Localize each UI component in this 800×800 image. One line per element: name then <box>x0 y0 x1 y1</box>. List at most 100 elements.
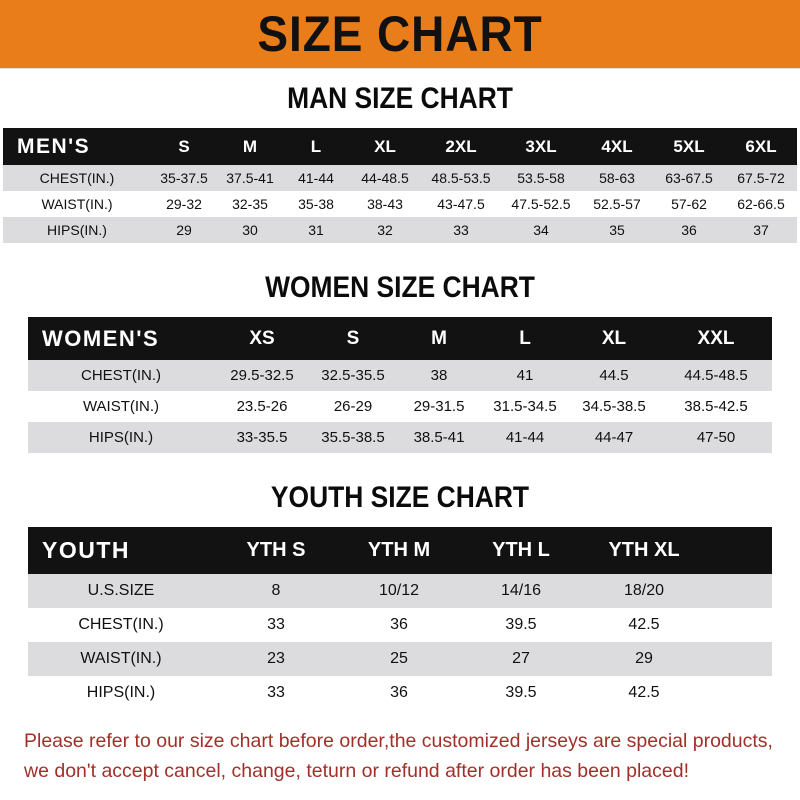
cell: 37.5-41 <box>226 170 274 186</box>
cell-empty <box>706 676 772 710</box>
youth-col-header: YTH XL <box>608 539 680 561</box>
youth-col-header-empty <box>706 527 772 574</box>
spacer-men-women <box>0 243 800 273</box>
spacer-man-title <box>0 114 800 128</box>
men-col-header: 4XL <box>601 136 633 156</box>
row-label: WAIST(IN.) <box>41 196 113 212</box>
cell: 41 <box>516 367 534 384</box>
cell: 44.5-48.5 <box>684 367 748 384</box>
cell: 38.5-41 <box>413 429 465 446</box>
cell: 29 <box>176 222 192 238</box>
cell-empty <box>706 574 772 608</box>
cell: 35.5-38.5 <box>321 429 385 446</box>
men-size-table: MEN'S S M L XL 2XL 3XL 4XL 5XL 6XL CHEST… <box>3 128 797 243</box>
men-col-header: XL <box>374 136 396 156</box>
women-col-header: M <box>431 327 447 349</box>
men-col-header: 5XL <box>673 136 705 156</box>
cell: 35 <box>609 222 625 238</box>
cell: 39.5 <box>505 684 537 701</box>
cell: 52.5-57 <box>593 196 641 212</box>
cell: 42.5 <box>628 616 660 633</box>
cell: 35-37.5 <box>160 170 208 186</box>
cell: 67.5-72 <box>737 170 785 186</box>
row-label: HIPS(IN.) <box>86 684 156 701</box>
note-line-1: Please refer to our size chart before or… <box>24 730 773 752</box>
cell: 37 <box>753 222 769 238</box>
row-label: CHEST(IN.) <box>78 616 164 633</box>
table-row: CHEST(IN.) 35-37.5 37.5-41 41-44 44-48.5… <box>3 165 797 191</box>
cell: 32.5-35.5 <box>321 367 385 384</box>
women-table-body: CHEST(IN.) 29.5-32.5 32.5-35.5 38 41 44.… <box>28 360 772 453</box>
men-corner-label: MEN'S <box>17 134 91 158</box>
men-col-header: 2XL <box>445 136 477 156</box>
cell: 44-48.5 <box>361 170 409 186</box>
cell: 53.5-58 <box>517 170 565 186</box>
youth-col-header: YTH L <box>492 539 550 561</box>
cell: 33 <box>453 222 469 238</box>
men-table-body: CHEST(IN.) 35-37.5 37.5-41 41-44 44-48.5… <box>3 165 797 243</box>
cell: 36 <box>390 616 408 633</box>
cell: 63-67.5 <box>665 170 713 186</box>
youth-table-header: YOUTH YTH S YTH M YTH L YTH XL <box>28 527 772 574</box>
cell: 29 <box>635 650 653 667</box>
row-label: CHEST(IN.) <box>81 367 161 384</box>
cell: 23 <box>267 650 285 667</box>
cell: 27 <box>512 650 530 667</box>
cell: 44-47 <box>594 429 634 446</box>
cell: 47-50 <box>696 429 736 446</box>
cell: 36 <box>390 684 408 701</box>
page-banner: SIZE CHART <box>0 0 800 68</box>
women-col-header: XL <box>601 327 627 349</box>
men-col-header: S <box>178 136 190 156</box>
women-corner-label: WOMEN'S <box>42 325 160 351</box>
cell: 26-29 <box>333 398 373 415</box>
cell: 30 <box>242 222 258 238</box>
cell: 42.5 <box>628 684 660 701</box>
cell: 38.5-42.5 <box>684 398 748 415</box>
men-header-row: MEN'S S M L XL 2XL 3XL 4XL 5XL 6XL <box>3 128 797 165</box>
table-row: WAIST(IN.) 23 25 27 29 <box>28 642 772 676</box>
order-policy-note: Please refer to our size chart before or… <box>24 710 776 786</box>
cell: 25 <box>390 650 408 667</box>
spacer-women-title <box>0 303 800 317</box>
cell: 32-35 <box>232 196 268 212</box>
table-row: HIPS(IN.) 33 36 39.5 42.5 <box>28 676 772 710</box>
cell: 48.5-53.5 <box>431 170 491 186</box>
cell: 47.5-52.5 <box>511 196 571 212</box>
cell-empty <box>706 608 772 642</box>
cell: 62-66.5 <box>737 196 785 212</box>
row-label: U.S.SIZE <box>87 582 155 599</box>
cell: 18/20 <box>623 582 665 599</box>
youth-size-table: YOUTH YTH S YTH M YTH L YTH XL U.S.SIZE … <box>28 527 772 710</box>
section-title-women: WOMEN SIZE CHART <box>265 271 535 304</box>
row-label: HIPS(IN.) <box>47 222 107 238</box>
men-col-header: L <box>310 136 322 156</box>
women-col-header: S <box>346 327 360 349</box>
row-label: WAIST(IN.) <box>82 398 160 415</box>
table-row: U.S.SIZE 8 10/12 14/16 18/20 <box>28 574 772 608</box>
cell: 38 <box>430 367 448 384</box>
cell: 38-43 <box>367 196 403 212</box>
cell: 39.5 <box>505 616 537 633</box>
table-row: CHEST(IN.) 29.5-32.5 32.5-35.5 38 41 44.… <box>28 360 772 391</box>
note-line-2: we don't accept cancel, change, teturn o… <box>24 760 689 782</box>
men-col-header: 6XL <box>745 136 777 156</box>
cell: 34.5-38.5 <box>582 398 646 415</box>
youth-header-row: YOUTH YTH S YTH M YTH L YTH XL <box>28 527 772 574</box>
cell: 31 <box>308 222 324 238</box>
cell: 35-38 <box>298 196 334 212</box>
women-col-header: L <box>519 327 531 349</box>
men-col-header: 3XL <box>525 136 557 156</box>
spacer-youth-title <box>0 513 800 527</box>
row-label: HIPS(IN.) <box>88 429 154 446</box>
row-label: CHEST(IN.) <box>39 170 115 186</box>
cell: 33 <box>267 684 285 701</box>
row-label: WAIST(IN.) <box>80 650 162 667</box>
cell: 10/12 <box>378 582 420 599</box>
women-table-header: WOMEN'S XS S M L XL XXL <box>28 317 772 360</box>
cell: 33 <box>267 616 285 633</box>
cell: 31.5-34.5 <box>493 398 557 415</box>
table-row: WAIST(IN.) 23.5-26 26-29 29-31.5 31.5-34… <box>28 391 772 422</box>
section-title-man: MAN SIZE CHART <box>287 82 513 115</box>
